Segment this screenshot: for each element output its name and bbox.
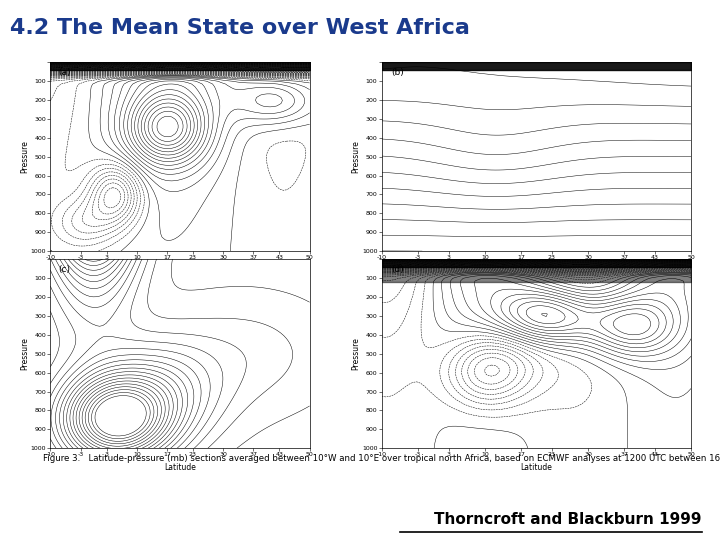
Text: (a): (a) (58, 68, 71, 77)
Text: (b): (b) (391, 68, 404, 77)
X-axis label: Latitude: Latitude (521, 463, 552, 472)
Y-axis label: Pressure: Pressure (351, 338, 361, 370)
Y-axis label: Pressure: Pressure (20, 338, 30, 370)
Text: Thorncroft and Blackburn 1999: Thorncroft and Blackburn 1999 (434, 512, 702, 528)
Y-axis label: Pressure: Pressure (20, 140, 30, 173)
X-axis label: Latitude: Latitude (521, 266, 552, 275)
Text: (d): (d) (391, 265, 404, 274)
X-axis label: Latitude: Latitude (164, 463, 196, 472)
X-axis label: Latitude: Latitude (164, 266, 196, 275)
Text: (c): (c) (58, 265, 70, 274)
Text: 4.2 The Mean State over West Africa: 4.2 The Mean State over West Africa (9, 18, 469, 38)
Y-axis label: Pressure: Pressure (351, 140, 361, 173)
Text: Figure 3.   Latitude-pressure (mb) sections averaged between 10°W and 10°E over : Figure 3. Latitude-pressure (mb) section… (43, 454, 720, 463)
